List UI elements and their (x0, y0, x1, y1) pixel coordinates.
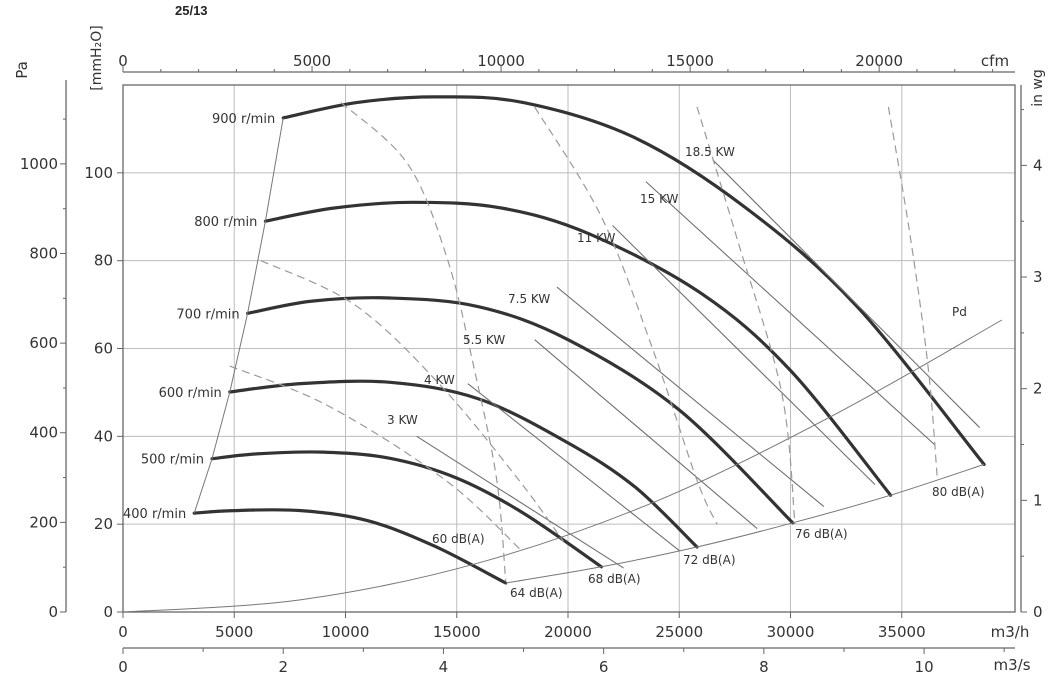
x-tick-label-m3h: 5000 (215, 623, 253, 641)
speed-curve-label: 600 r/min (159, 386, 222, 401)
y-tick-label-pa: 600 (29, 334, 58, 352)
sound-level-label: 76 dB(A) (795, 527, 848, 541)
x-axis-label-m3h: m3/h (991, 623, 1030, 641)
x-tick-label-m3s: 10 (915, 658, 934, 676)
sound-level-label: 68 dB(A) (588, 572, 641, 586)
power-line-5 (612, 225, 876, 486)
speed-curve-label: 900 r/min (212, 112, 275, 127)
y-axis-label-mmh2o: [mmH₂O] (89, 25, 105, 90)
sound-level-label: 60 dB(A) (432, 532, 485, 546)
y-tick-label-pa: 400 (29, 424, 58, 442)
y-tick-label-pa: 1000 (20, 155, 58, 173)
y-axis-label-inwg: in wg (1030, 69, 1046, 107)
power-line-label: 7.5 KW (508, 292, 550, 306)
x-tick-label-cfm: 20000 (855, 52, 903, 70)
x-tick-label-m3s: 2 (278, 658, 288, 676)
grid (123, 85, 1015, 612)
power-line-label: 4 KW (424, 373, 455, 387)
speed-curve-label: 700 r/min (176, 307, 239, 322)
y-tick-label-inwg: 1 (1033, 491, 1043, 509)
annotations: 0 5000 10000 15000 20000 25000 30000 35000 m3/h0… (13, 25, 1046, 676)
x-axis-label-m3s: m3/s (993, 656, 1030, 674)
pd-curve (123, 319, 1003, 612)
x-tick-label-cfm: 0 (118, 52, 128, 70)
sound-curve-5 (696, 106, 796, 525)
x-tick-label-cfm: 15000 (666, 52, 714, 70)
y-tick-label-inwg: 3 (1033, 268, 1043, 286)
y-tick-label-mmh2o: 100 (84, 164, 113, 182)
sound-curve-6 (887, 106, 938, 481)
y-tick-label-pa: 0 (48, 603, 58, 621)
x-tick-label-m3h: 30000 (767, 623, 815, 641)
y-axis-label-pa: Pa (13, 61, 31, 79)
power-line-2 (467, 383, 680, 551)
start-envelope (193, 117, 284, 514)
power-line-4 (556, 286, 825, 508)
y-tick-label-mmh2o: 80 (94, 252, 113, 270)
sound-level-label: 72 dB(A) (683, 553, 736, 567)
x-tick-label-m3s: 6 (599, 658, 609, 676)
x-tick-label-m3s: 8 (759, 658, 769, 676)
x-tick-label-m3h: 25000 (655, 623, 703, 641)
sound-level-label: 64 dB(A) (510, 586, 563, 600)
page-number: 25/13 (175, 3, 208, 18)
axes (60, 66, 1027, 654)
y-tick-label-inwg: 2 (1033, 380, 1043, 398)
y-tick-label-mmh2o: 0 (103, 603, 113, 621)
sound-level-label: 80 dB(A) (932, 485, 985, 499)
x-axis-label-cfm: cfm (981, 52, 1009, 70)
x-tick-label-m3s: 0 (118, 658, 128, 676)
sound-curve-2 (260, 260, 564, 543)
sound-curve-1 (340, 102, 507, 582)
power-line-label: 15 KW (640, 192, 679, 206)
x-tick-label-m3h: 0 (118, 623, 128, 641)
x-tick-label-m3h: 35000 (878, 623, 926, 641)
pd-curve-label: Pd (952, 305, 967, 319)
y-tick-label-mmh2o: 20 (94, 515, 113, 533)
power-line-6 (645, 181, 936, 446)
y-tick-label-inwg: 4 (1033, 156, 1043, 174)
y-tick-label-mmh2o: 40 (94, 427, 113, 445)
y-tick-label-pa: 800 (29, 244, 58, 262)
power-line-label: 3 KW (387, 413, 418, 427)
power-line-label: 11 KW (577, 231, 616, 245)
speed-curve-label: 400 r/min (123, 507, 186, 522)
y-tick-label-pa: 200 (29, 513, 58, 531)
x-tick-label-m3h: 10000 (322, 623, 370, 641)
x-tick-label-cfm: 10000 (477, 52, 525, 70)
speed-curve-3 (228, 379, 699, 549)
power-line-label: 5.5 KW (463, 333, 505, 347)
y-tick-label-mmh2o: 60 (94, 340, 113, 358)
x-tick-label-m3h: 20000 (544, 623, 592, 641)
power-line-label: 18.5 KW (685, 145, 735, 159)
x-tick-label-cfm: 5000 (293, 52, 331, 70)
speed-curve-6 (281, 95, 986, 466)
speed-curve-2 (210, 450, 603, 569)
sound-curve-3 (229, 365, 522, 551)
speed-curve-label: 500 r/min (141, 453, 204, 468)
curves (123, 95, 1003, 612)
power-line-7 (712, 159, 981, 428)
speed-curve-1 (192, 508, 508, 585)
end-envelope (505, 463, 985, 584)
y-tick-label-inwg: 0 (1033, 603, 1043, 621)
speed-curve-5 (263, 200, 893, 497)
power-line-1 (416, 435, 624, 569)
speed-curve-4 (246, 296, 795, 525)
power-line-3 (534, 339, 758, 529)
x-tick-label-m3h: 15000 (433, 623, 481, 641)
speed-curve-label: 800 r/min (194, 215, 257, 230)
x-tick-label-m3s: 4 (439, 658, 449, 676)
